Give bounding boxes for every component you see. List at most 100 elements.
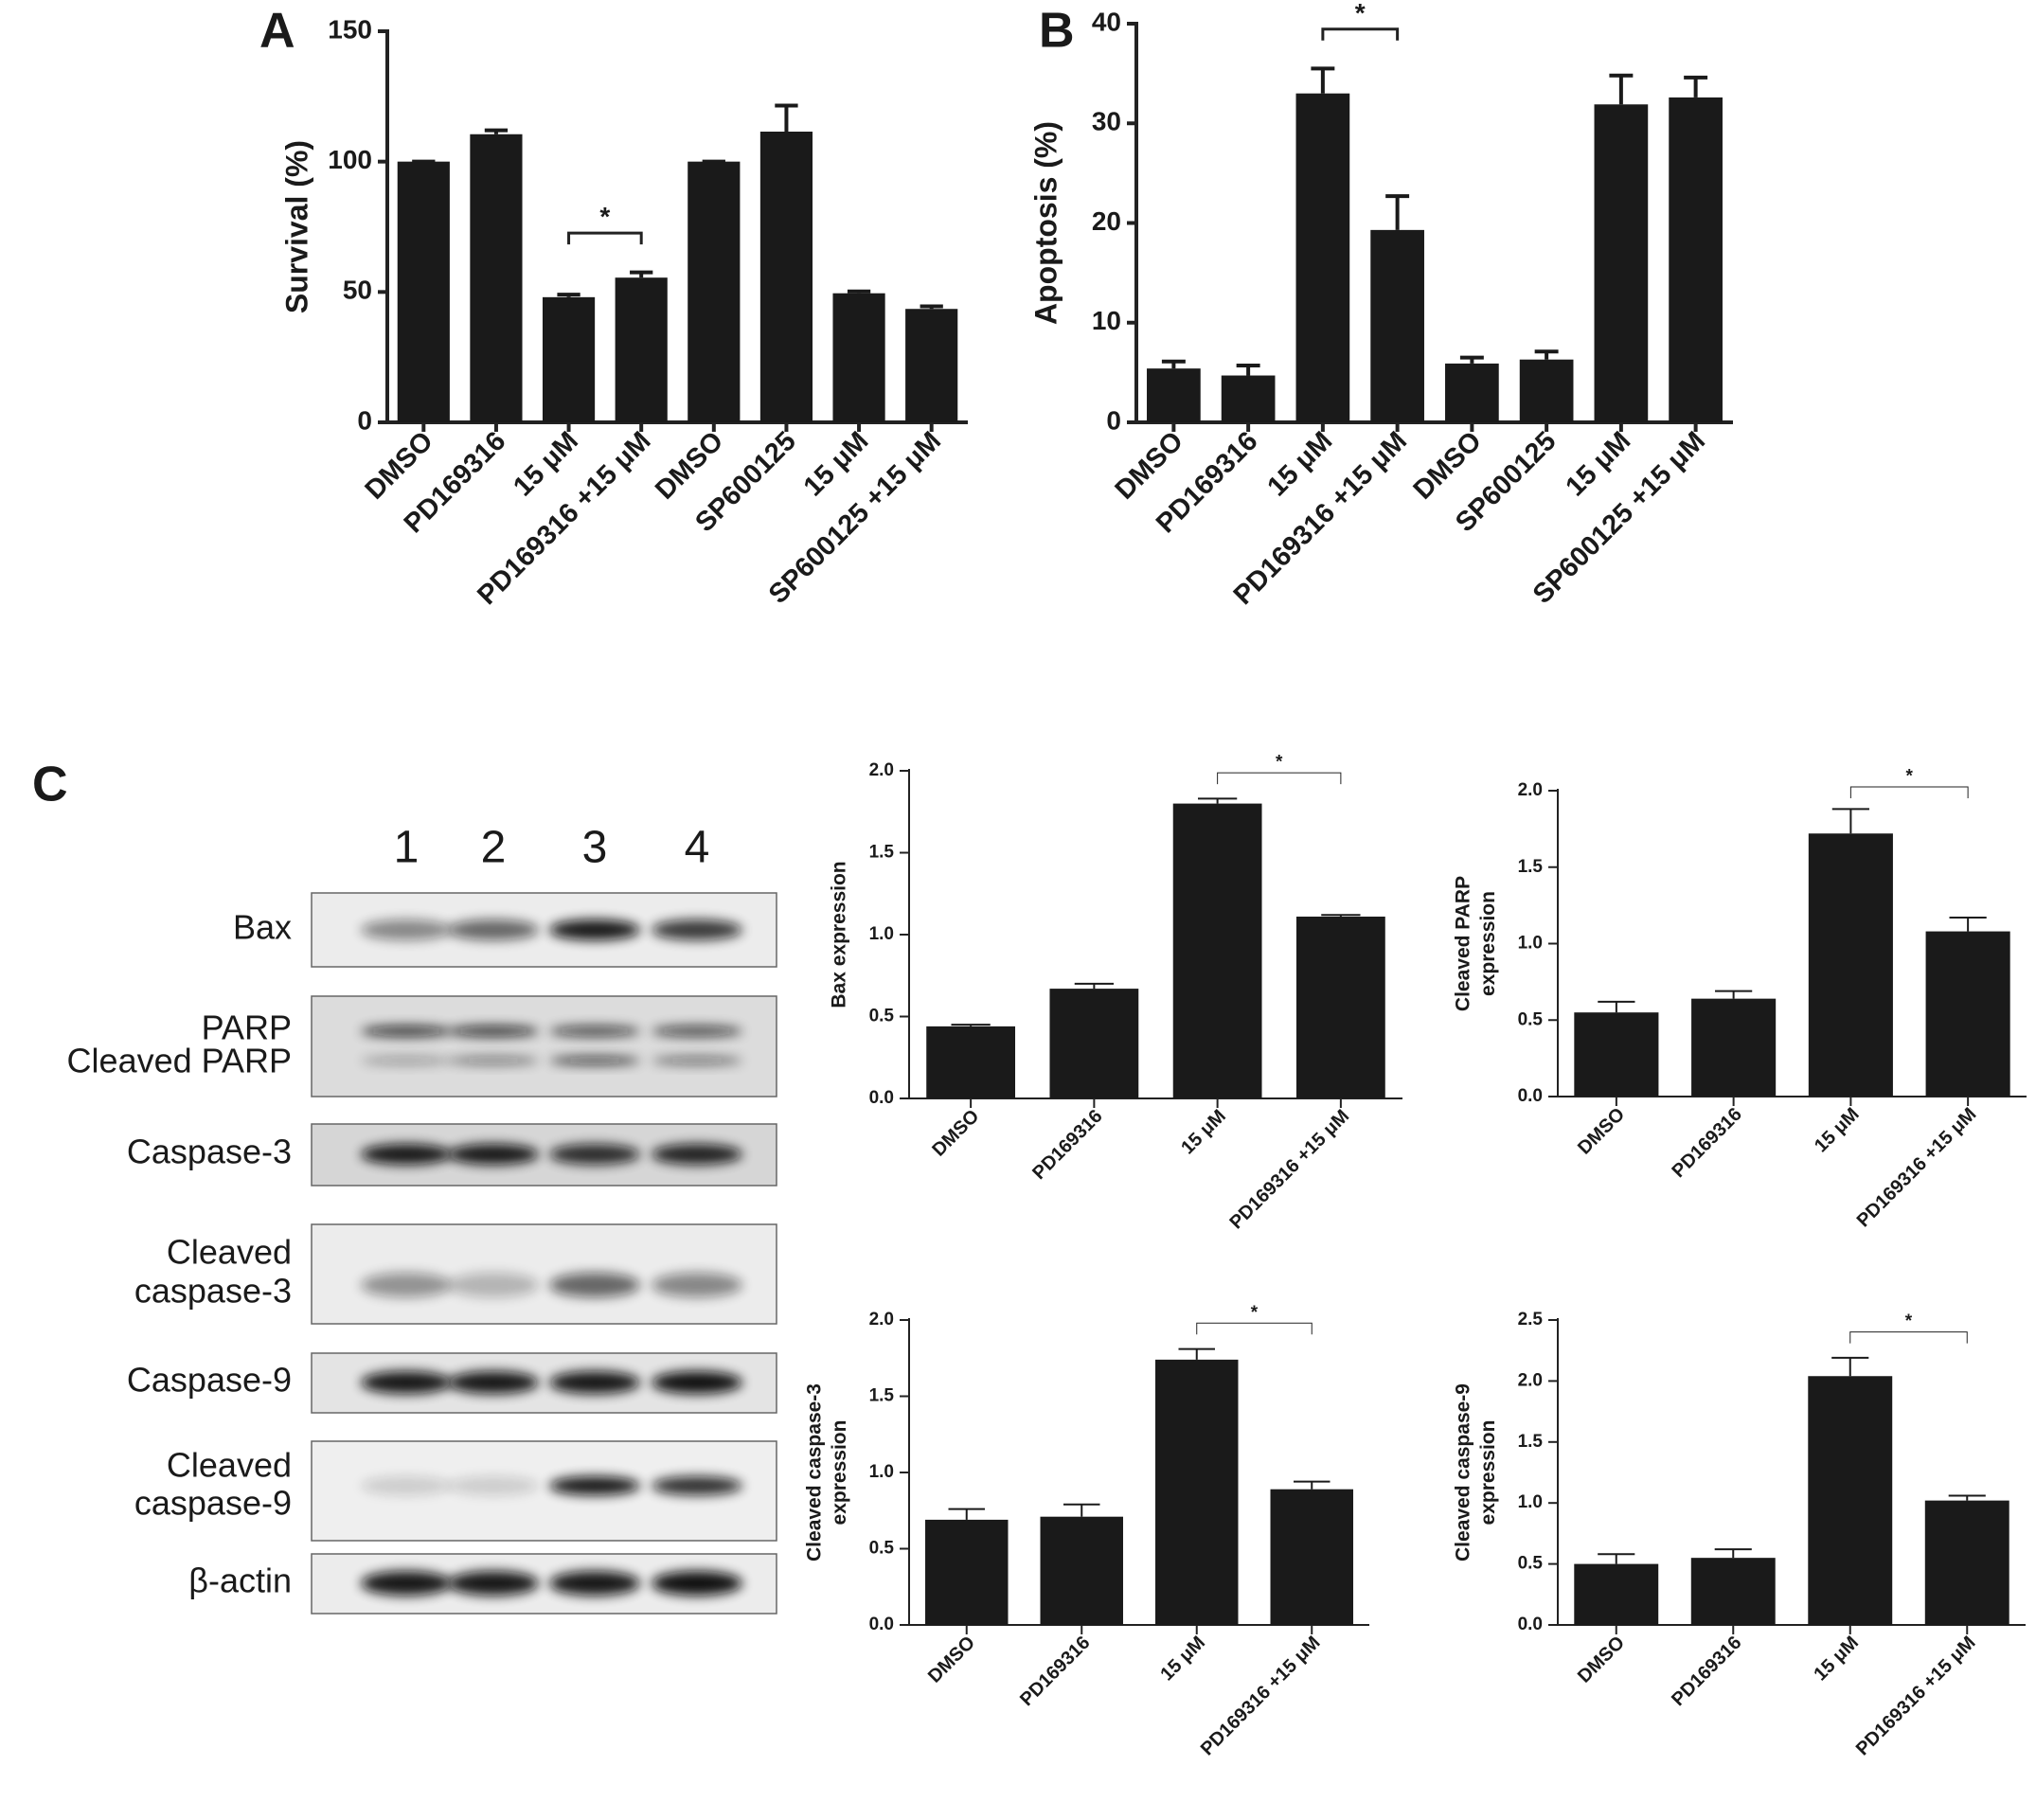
- bar: [1221, 375, 1276, 422]
- blot-band: [549, 919, 640, 940]
- x-tick-label: PD169316 +15 μM: [1225, 1106, 1353, 1234]
- blot-band: [549, 1273, 640, 1297]
- panel-label: C: [32, 758, 68, 812]
- bar: [1295, 93, 1350, 423]
- significance-label: *: [1905, 1311, 1913, 1331]
- significance-bracket: [1196, 1322, 1313, 1335]
- significance-label: *: [1251, 1303, 1259, 1323]
- blot-band: [549, 1144, 640, 1165]
- y-axis-label: Cleaved caspase-9: [1453, 1383, 1474, 1561]
- y-tick-label: 1.0: [1518, 934, 1543, 954]
- y-tick-label: 2.0: [869, 760, 894, 780]
- blot-label: Cleaved PARP: [67, 1042, 292, 1080]
- y-axis-label: Apoptosis (%): [1028, 121, 1063, 325]
- x-tick-label: PD169316: [1668, 1104, 1745, 1182]
- blot-label: Cleaved: [167, 1233, 292, 1272]
- blot-band: [448, 1371, 539, 1394]
- bar: [1172, 803, 1262, 1098]
- blot-label: Bax: [233, 908, 292, 947]
- bar-chart: 0.0 0.5 1.0 1.5 2.0 Bax expression DMSO PD16931…: [829, 753, 1402, 1234]
- bar: [1924, 1500, 2009, 1625]
- x-tick-label: DMSO: [928, 1106, 983, 1161]
- bar-chart: 0.0 0.5 1.0 1.5 2.0 Cleaved PARP expression DMS…: [1453, 767, 2027, 1231]
- blot-band: [361, 1571, 452, 1596]
- y-axis-label: Cleaved caspase-3: [804, 1383, 826, 1561]
- blot-band: [361, 919, 452, 940]
- panel-label: B: [1039, 4, 1075, 59]
- bar: [1690, 1558, 1776, 1625]
- y-tick-label: 100: [328, 145, 372, 174]
- bar: [1040, 1516, 1123, 1625]
- lane-number: 4: [685, 823, 710, 873]
- x-tick-label: DMSO: [1574, 1104, 1629, 1159]
- bar: [688, 161, 741, 422]
- blot-label: caspase-3: [134, 1272, 292, 1311]
- x-tick-label: PD169316: [1016, 1633, 1094, 1710]
- blot-band: [361, 1144, 452, 1165]
- y-tick-label: 0.5: [1518, 1009, 1544, 1029]
- bar: [1445, 363, 1499, 422]
- y-tick-label: 1.5: [1518, 1432, 1544, 1452]
- bar: [1155, 1359, 1239, 1625]
- panel-label: A: [259, 4, 295, 59]
- blot-band: [652, 1026, 742, 1037]
- blot-band: [361, 1273, 452, 1297]
- bar: [1669, 97, 1723, 422]
- y-tick-label: 0.0: [869, 1088, 894, 1108]
- y-tick-label: 0.5: [1518, 1554, 1544, 1574]
- bar: [759, 132, 813, 422]
- y-tick-label: 1.5: [869, 1386, 895, 1406]
- bar: [1295, 916, 1385, 1098]
- blot-band: [448, 1476, 539, 1495]
- bar: [1691, 998, 1777, 1097]
- y-tick-label: 1.0: [1518, 1492, 1543, 1512]
- y-tick-label: 20: [1092, 206, 1121, 236]
- blot-band: [652, 1273, 742, 1297]
- significance-bracket: [567, 231, 643, 245]
- bar: [1519, 359, 1574, 422]
- y-axis-label: expression: [829, 1420, 850, 1526]
- blot-band: [549, 1056, 640, 1065]
- blot-band: [652, 1371, 742, 1394]
- bar: [1808, 833, 1893, 1097]
- y-tick-label: 0.5: [869, 1007, 895, 1026]
- y-axis-label: Survival (%): [279, 140, 313, 313]
- y-tick-label: 0: [1106, 405, 1121, 435]
- y-tick-label: 150: [328, 14, 372, 44]
- bar: [1574, 1012, 1659, 1097]
- bar: [1370, 229, 1424, 422]
- bar: [397, 161, 450, 422]
- x-tick-label: DMSO: [1574, 1633, 1629, 1687]
- blot-band: [448, 1571, 539, 1596]
- y-tick-label: 0.0: [1518, 1086, 1543, 1106]
- bar: [1049, 989, 1139, 1098]
- blot-band: [448, 919, 539, 940]
- blot-band: [549, 1571, 640, 1596]
- blot-band: [361, 1371, 452, 1394]
- significance-label: *: [1906, 767, 1914, 787]
- y-axis-label: expression: [1477, 1420, 1499, 1526]
- y-tick-label: 0.0: [1518, 1615, 1543, 1634]
- blot-band: [361, 1026, 452, 1037]
- blot-band: [448, 1273, 539, 1297]
- y-tick-label: 1.5: [869, 843, 895, 863]
- y-tick-label: 50: [343, 276, 372, 305]
- bar-chart: 0.0 0.5 1.0 1.5 2.0 2.5 Cleaved caspase-9 expre…: [1453, 1310, 2026, 1759]
- x-tick-label: DMSO: [924, 1633, 979, 1687]
- y-axis-label: Cleaved PARP: [1453, 876, 1474, 1011]
- blot-strip: [311, 995, 777, 1097]
- blot-band: [549, 1476, 640, 1495]
- bar: [1270, 1489, 1353, 1625]
- bar: [926, 1026, 1016, 1098]
- blot-band: [361, 1476, 452, 1495]
- blot-label: β-actin: [188, 1561, 292, 1600]
- x-tick-label: PD169316: [1668, 1633, 1745, 1710]
- blot-band: [652, 1571, 742, 1596]
- y-tick-label: 2.0: [1518, 780, 1543, 800]
- x-tick-label: PD169316 +15 μM: [1852, 1633, 1980, 1760]
- bar: [470, 134, 523, 423]
- significance-label: *: [599, 202, 610, 231]
